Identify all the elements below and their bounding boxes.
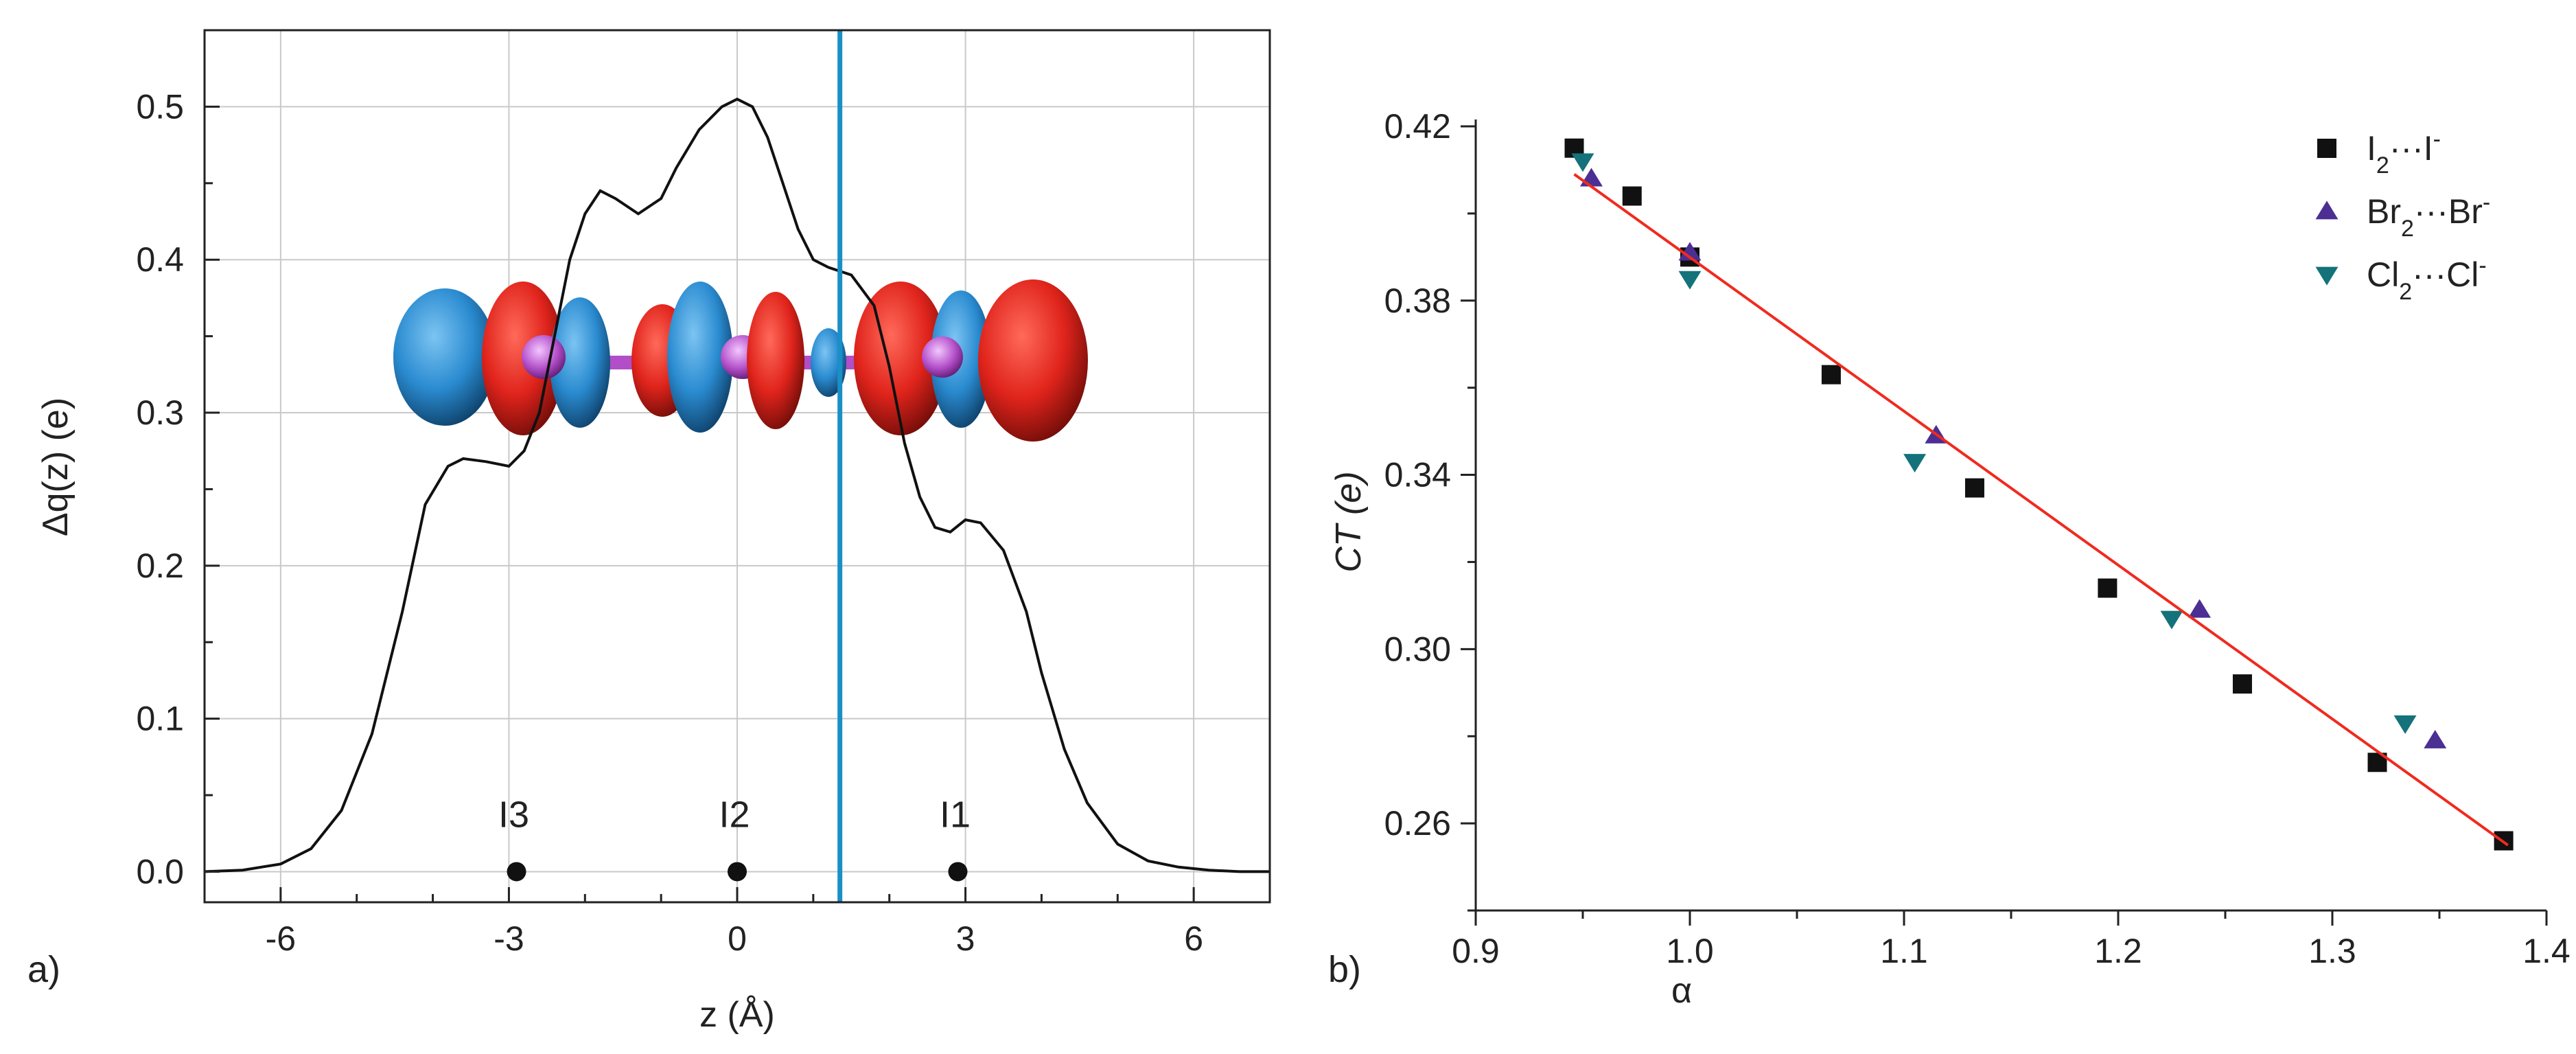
b-x-axis-title: α [1671, 971, 1692, 1011]
b-legend-marker-cl [2315, 266, 2339, 286]
a-plot-frame [203, 29, 1271, 904]
a-y-tick-label-2: 0.2 [136, 547, 184, 585]
b-point-br-4 [2424, 729, 2447, 748]
orbital-isosurface-image [393, 279, 1088, 442]
panel-a-density-plot: -6 -3 0 3 6 0.0 0.1 0.2 0.3 0.4 0.5 I3 I2 I1 Δq(z) (… [27, 29, 1271, 1035]
a-atom-label-i1: I1 [940, 794, 971, 835]
b-point-br-3 [2188, 599, 2212, 618]
b-y-tick-label-0: 0.26 [1384, 804, 1451, 843]
a-x-axis-title: z (Å) [699, 995, 775, 1035]
a-y-tick-label-1: 0.1 [136, 700, 184, 738]
b-fit-line [1573, 173, 2509, 847]
b-point-cl-3 [2160, 610, 2183, 630]
b-y-tick-label-2: 0.34 [1384, 456, 1451, 494]
a-x-tick-label-1: -3 [494, 919, 524, 958]
a-atom-marker-i2 [728, 862, 747, 882]
b-legend-marker-i [2317, 139, 2336, 158]
b-y-axis-title: CT (e) [1329, 471, 1369, 572]
b-x-tick-label-3: 1.2 [2094, 932, 2142, 970]
b-point-cl-4 [2393, 715, 2417, 734]
b-x-tick-label-4: 1.3 [2308, 932, 2356, 970]
a-x-tick-label-4: 6 [1184, 919, 1203, 958]
b-legend-label-i: I2···I- [2367, 126, 2441, 179]
b-legend-marker-br [2315, 201, 2339, 220]
b-point-cl-0 [1571, 153, 1594, 172]
a-y-tick-label-0: 0.0 [136, 852, 184, 891]
a-atom-marker-i3 [507, 862, 526, 882]
a-density-curve [205, 98, 1270, 873]
b-point-i-3 [1821, 365, 1841, 385]
b-point-i-6 [2232, 674, 2252, 694]
a-grid [205, 30, 1270, 902]
a-y-tick-label-5: 0.5 [136, 87, 184, 126]
b-point-i-4 [1964, 478, 1984, 498]
a-atom-label-i2: I2 [719, 794, 750, 835]
b-x-tick-label-1: 1.0 [1666, 932, 1714, 970]
a-y-axis-title: Δq(z) (e) [36, 398, 76, 536]
b-x-tick-label-0: 0.9 [1452, 932, 1500, 970]
b-point-i-5 [2098, 578, 2117, 598]
b-legend-label-cl: Cl2···Cl- [2367, 253, 2487, 305]
b-point-cl-2 [1903, 454, 1927, 473]
b-y-tick-label-3: 0.38 [1384, 282, 1451, 320]
b-point-i-1 [1622, 186, 1642, 206]
panel-label-b: b) [1328, 949, 1361, 990]
b-legend-label-br: Br2···Br- [2367, 190, 2490, 242]
b-x-tick-label-5: 1.4 [2522, 932, 2571, 970]
b-point-br-1 [1678, 242, 1702, 261]
b-y-tick-label-4: 0.42 [1384, 107, 1451, 146]
panel-b-scatter-plot: 0.9 1.0 1.1 1.2 1.3 1.4 0.26 0.30 0.34 0.38 0.42 I… [1328, 107, 2571, 1011]
b-point-cl-1 [1678, 271, 1702, 290]
a-x-tick-label-0: -6 [266, 919, 296, 958]
b-y-tick-label-1: 0.30 [1384, 630, 1451, 668]
a-atom-label-i3: I3 [498, 794, 529, 835]
b-x-tick-label-2: 1.1 [1880, 932, 1928, 970]
a-x-tick-label-3: 3 [956, 919, 975, 958]
panel-label-a: a) [27, 949, 60, 990]
a-atom-marker-i1 [948, 862, 968, 882]
a-x-tick-label-2: 0 [728, 919, 747, 958]
b-legend: I2···I- Br2···Br- Cl2···Cl- [2315, 126, 2490, 305]
a-y-tick-label-3: 0.3 [136, 393, 184, 432]
a-y-tick-label-4: 0.4 [136, 240, 184, 279]
